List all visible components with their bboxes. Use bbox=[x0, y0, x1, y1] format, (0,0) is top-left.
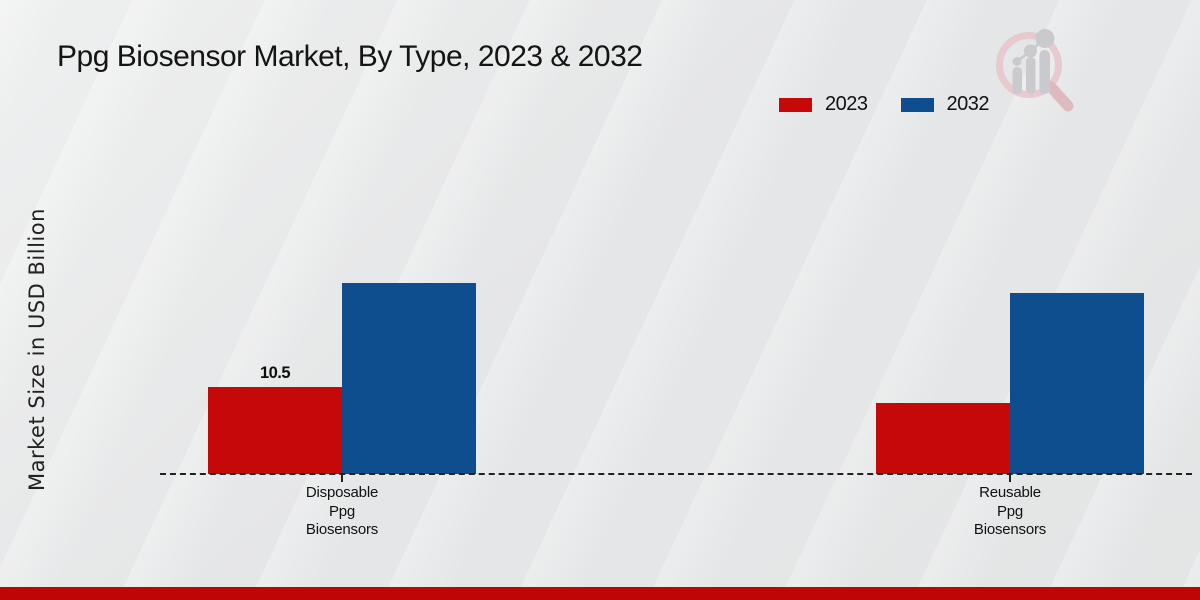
bar-value-label: 10.5 bbox=[259, 364, 291, 382]
footer-accent-bar bbox=[0, 587, 1200, 600]
chart-title: Ppg Biosensor Market, By Type, 2023 & 20… bbox=[57, 40, 643, 73]
bar-2023-reusable bbox=[876, 403, 1010, 474]
logo-dot-2 bbox=[1024, 44, 1037, 58]
legend-swatch-2032 bbox=[900, 97, 934, 112]
bar-2032-disposable bbox=[342, 283, 476, 474]
bar-2032-reusable bbox=[1010, 293, 1144, 474]
category-label: Disposable Ppg Biosensors bbox=[305, 484, 379, 538]
legend-item-2032: 2032 bbox=[900, 93, 990, 116]
logo-bar-1 bbox=[1012, 67, 1022, 94]
logo-dot-3 bbox=[1035, 29, 1055, 48]
x-axis-line bbox=[160, 473, 1192, 475]
magnifier-ring bbox=[996, 32, 1062, 98]
magnifier-handle bbox=[1045, 81, 1074, 112]
x-axis-tick bbox=[341, 475, 343, 482]
logo-bar-3 bbox=[1039, 50, 1050, 94]
legend-swatch-2023 bbox=[779, 97, 812, 112]
legend: 2023 2032 bbox=[779, 93, 989, 116]
legend-label-2032: 2032 bbox=[946, 93, 990, 115]
logo-dot-1 bbox=[1012, 57, 1022, 66]
x-axis-tick bbox=[1009, 475, 1011, 482]
legend-label-2023: 2023 bbox=[825, 93, 868, 115]
category-label: Reusable Ppg Biosensors bbox=[973, 484, 1047, 538]
magnifier-bar-chart-logo bbox=[996, 29, 1074, 112]
bar-2023-disposable bbox=[208, 387, 342, 474]
legend-item-2023: 2023 bbox=[779, 93, 868, 116]
logo-bar-2 bbox=[1026, 57, 1036, 94]
